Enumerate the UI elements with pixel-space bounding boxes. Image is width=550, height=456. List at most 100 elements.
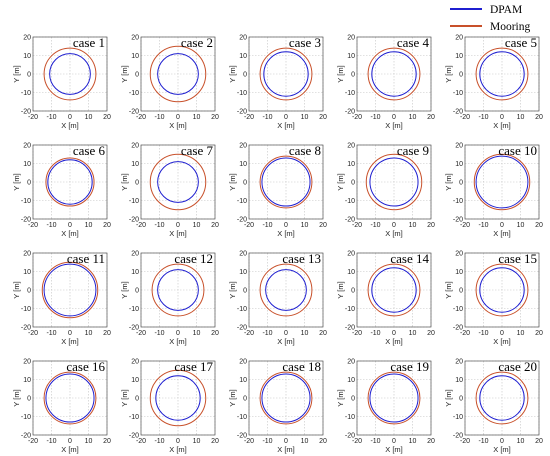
panel-title: case 1 (73, 35, 105, 50)
dpam-trajectory (157, 269, 199, 311)
x-tick-label: 20 (535, 222, 543, 229)
y-tick-label: -20 (129, 108, 139, 115)
dpam-trajectory (265, 269, 307, 311)
axes-frame (32, 144, 108, 220)
panel-case-16: -20 -10 0 10 20 -20 -10 0 10 20 X [m] Y [m] case 16 (12, 358, 111, 454)
x-tick-label: 0 (284, 114, 288, 121)
y-tick-label: 0 (135, 71, 139, 78)
x-tick-label: -20 (136, 222, 146, 229)
x-tick-label: 0 (176, 114, 180, 121)
mooring-trajectory (43, 371, 97, 425)
y-tick-label: -10 (345, 306, 355, 313)
y-tick-label: 0 (243, 395, 247, 402)
y-tick-label: 0 (351, 71, 355, 78)
x-axis-label: X [m] (61, 121, 79, 130)
y-tick-label: 10 (131, 269, 139, 276)
x-tick-label: 10 (193, 222, 201, 229)
x-tick-label: -20 (28, 222, 38, 229)
x-tick-label: 10 (409, 330, 417, 337)
x-tick-label: 10 (193, 330, 201, 337)
dpam-trajectory (47, 159, 93, 205)
panel-title: case 19 (390, 359, 429, 374)
y-tick-label: 10 (23, 53, 31, 60)
mooring-trajectory (259, 263, 313, 317)
y-tick-label: 0 (243, 287, 247, 294)
x-tick-label: 20 (319, 114, 327, 121)
x-tick-label: 10 (85, 114, 93, 121)
y-tick-label: 20 (131, 142, 139, 149)
y-axis-label: Y [m] (336, 65, 345, 82)
x-tick-label: -20 (352, 438, 362, 445)
y-tick-label: -20 (345, 216, 355, 223)
panel-case-18: -20 -10 0 10 20 -20 -10 0 10 20 X [m] Y [m] case 18 (228, 358, 327, 454)
panel-title: case 10 (498, 143, 537, 158)
y-tick-label: -20 (21, 216, 31, 223)
x-tick-label: -20 (28, 330, 38, 337)
y-tick-label: 20 (23, 142, 31, 149)
y-tick-label: -20 (129, 432, 139, 439)
x-tick-label: 20 (103, 438, 111, 445)
y-tick-label: 10 (23, 269, 31, 276)
y-tick-label: 20 (239, 250, 247, 257)
x-tick-label: -20 (244, 222, 254, 229)
x-axis-label: X [m] (61, 337, 79, 346)
axes-frame (464, 144, 540, 220)
mooring-trajectory (473, 153, 531, 211)
x-tick-label: 0 (68, 330, 72, 337)
y-tick-label: -10 (453, 306, 463, 313)
x-tick-label: -10 (46, 114, 56, 121)
x-tick-label: 10 (85, 330, 93, 337)
y-tick-label: -20 (453, 324, 463, 331)
panel-case-1: -20 -10 0 10 20 -20 -10 0 10 20 X [m] Y [m] case 1 (12, 34, 111, 130)
panel-case-3: -20 -10 0 10 20 -20 -10 0 10 20 X [m] Y [m] case 3 (228, 34, 327, 130)
mooring-trajectory (259, 371, 313, 425)
panel-case-7: -20 -10 0 10 20 -20 -10 0 10 20 X [m] Y [m] case 7 (120, 142, 219, 238)
x-tick-label: -20 (460, 330, 470, 337)
y-tick-label: -10 (345, 414, 355, 421)
dpam-trajectory (49, 53, 91, 95)
x-tick-label: 20 (535, 114, 543, 121)
x-tick-label: 0 (176, 330, 180, 337)
panel-title: case 9 (397, 143, 429, 158)
mooring-trajectory (149, 153, 207, 211)
x-tick-label: 20 (427, 222, 435, 229)
y-tick-label: -20 (453, 216, 463, 223)
y-tick-label: -20 (345, 324, 355, 331)
y-tick-label: 20 (131, 358, 139, 365)
x-tick-label: -10 (154, 438, 164, 445)
x-tick-label: 10 (193, 114, 201, 121)
y-tick-label: -20 (237, 432, 247, 439)
axes-frame (464, 252, 540, 328)
x-tick-label: 20 (211, 222, 219, 229)
panel-title: case 8 (289, 143, 321, 158)
y-axis-label: Y [m] (12, 281, 21, 298)
panel-case-12: -20 -10 0 10 20 -20 -10 0 10 20 X [m] Y [m] case 12 (120, 250, 219, 346)
x-tick-label: -10 (46, 438, 56, 445)
dpam-trajectory (479, 51, 525, 97)
y-tick-label: 10 (347, 53, 355, 60)
y-tick-label: -10 (345, 90, 355, 97)
panel-title: case 7 (181, 143, 214, 158)
mooring-trajectory (367, 263, 421, 317)
x-axis-label: X [m] (169, 121, 187, 130)
y-axis-label: Y [m] (120, 281, 129, 298)
dpam-trajectory (157, 161, 199, 203)
x-tick-label: 0 (500, 114, 504, 121)
y-tick-label: -20 (453, 432, 463, 439)
x-tick-label: 10 (517, 330, 525, 337)
x-axis-label: X [m] (493, 337, 511, 346)
y-tick-label: 10 (131, 161, 139, 168)
panel-title: case 18 (282, 359, 321, 374)
y-tick-label: 10 (131, 53, 139, 60)
y-tick-label: 0 (459, 287, 463, 294)
axes-frame (248, 36, 324, 112)
mooring-trajectory (365, 153, 423, 211)
y-tick-label: -20 (237, 216, 247, 223)
y-tick-label: -20 (129, 324, 139, 331)
panel-title: case 13 (282, 251, 321, 266)
x-axis-label: X [m] (385, 445, 403, 454)
x-tick-label: 20 (427, 330, 435, 337)
legend: DPAM Mooring (450, 4, 531, 33)
y-tick-label: -20 (21, 108, 31, 115)
y-axis-label: Y [m] (120, 65, 129, 82)
